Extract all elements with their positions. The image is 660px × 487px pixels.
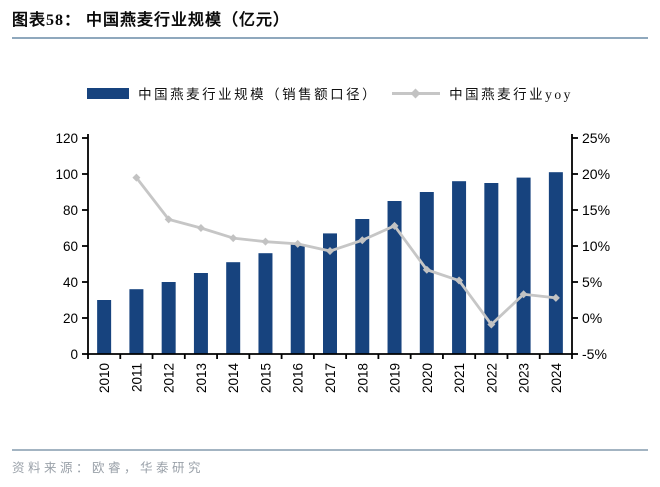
svg-text:10%: 10% xyxy=(582,238,610,254)
page-title: 图表58： 中国燕麦行业规模（亿元） xyxy=(12,12,291,29)
line-marker xyxy=(487,320,496,329)
x-label-2022: 2022 xyxy=(484,363,499,393)
x-label-2016: 2016 xyxy=(291,363,306,393)
bar-2023 xyxy=(516,177,531,354)
bar-2024 xyxy=(548,172,563,354)
line-marker xyxy=(196,224,205,232)
line-marker xyxy=(358,236,367,245)
bar-line-chart: 0 20 40 60 80 100 120 -5% 0% 5% 10% 15% 20% 25% 2010 20… xyxy=(55,130,610,393)
svg-text:0%: 0% xyxy=(582,310,602,326)
legend-item-bar: 中国燕麦行业规模（销售额口径） xyxy=(87,83,378,103)
bar-2022 xyxy=(484,183,499,354)
bar-2021 xyxy=(452,181,467,354)
line-swatch-icon xyxy=(392,88,441,99)
line-marker xyxy=(551,293,560,302)
line-marker xyxy=(390,221,399,230)
x-label-2015: 2015 xyxy=(258,363,273,393)
bar-2014 xyxy=(226,262,241,354)
yoy-line-series xyxy=(132,173,560,329)
x-label-2014: 2014 xyxy=(226,363,241,394)
line-marker xyxy=(164,215,173,224)
x-label-2021: 2021 xyxy=(452,363,467,393)
legend: 中国燕麦行业规模（销售额口径） 中国燕麦行业yoy xyxy=(0,83,660,103)
svg-text:15%: 15% xyxy=(582,202,610,218)
bar-2017 xyxy=(323,233,337,354)
svg-text:25%: 25% xyxy=(582,130,610,146)
bar-2011 xyxy=(129,289,144,354)
x-label-2024: 2024 xyxy=(549,363,564,394)
x-label-2011: 2011 xyxy=(129,363,144,392)
line-marker xyxy=(293,239,302,248)
line-marker xyxy=(422,265,431,274)
line-marker xyxy=(229,234,238,243)
bar-2016 xyxy=(290,244,305,354)
line-marker xyxy=(132,173,141,182)
x-label-2010: 2010 xyxy=(97,363,112,393)
svg-text:40: 40 xyxy=(63,275,78,290)
line-marker xyxy=(519,290,528,299)
bar-2010 xyxy=(97,300,112,354)
bar-2012 xyxy=(161,282,176,354)
x-label-2020: 2020 xyxy=(420,363,435,393)
bar-2013 xyxy=(193,273,208,354)
svg-text:20%: 20% xyxy=(582,166,610,182)
x-label-2018: 2018 xyxy=(355,363,370,393)
line-marker xyxy=(455,276,464,285)
bar-swatch-icon xyxy=(87,87,130,99)
bar-2018 xyxy=(355,219,370,354)
source-note: 资料来源：欧睿，华泰研究 xyxy=(12,461,205,475)
svg-text:20: 20 xyxy=(63,311,78,326)
x-label-2019: 2019 xyxy=(388,363,403,393)
svg-text:60: 60 xyxy=(63,239,78,254)
x-label-2023: 2023 xyxy=(517,363,532,393)
axes: 0 20 40 60 80 100 120 -5% 0% 5% 10% 15% 20% 25% 2010 20… xyxy=(55,130,610,393)
x-label-2017: 2017 xyxy=(323,363,338,393)
chart-footer: 资料来源：欧睿，华泰研究 xyxy=(12,449,648,476)
svg-text:80: 80 xyxy=(63,203,78,218)
line-marker xyxy=(326,247,334,256)
svg-text:0: 0 xyxy=(70,347,78,362)
x-label-2012: 2012 xyxy=(162,363,177,393)
legend-bar-label: 中国燕麦行业规模（销售额口径） xyxy=(138,87,379,102)
x-label-2013: 2013 xyxy=(194,363,209,393)
legend-item-line: 中国燕麦行业yoy xyxy=(392,83,573,103)
legend-line-label: 中国燕麦行业yoy xyxy=(449,87,573,102)
svg-text:100: 100 xyxy=(55,167,78,182)
chart-header: 图表58： 中国燕麦行业规模（亿元） xyxy=(12,6,648,39)
line-marker xyxy=(261,237,270,246)
bar-2015 xyxy=(258,253,273,354)
svg-text:5%: 5% xyxy=(582,274,602,290)
svg-text:120: 120 xyxy=(55,131,78,146)
svg-text:-5%: -5% xyxy=(582,346,607,362)
bar-2019 xyxy=(387,201,402,354)
